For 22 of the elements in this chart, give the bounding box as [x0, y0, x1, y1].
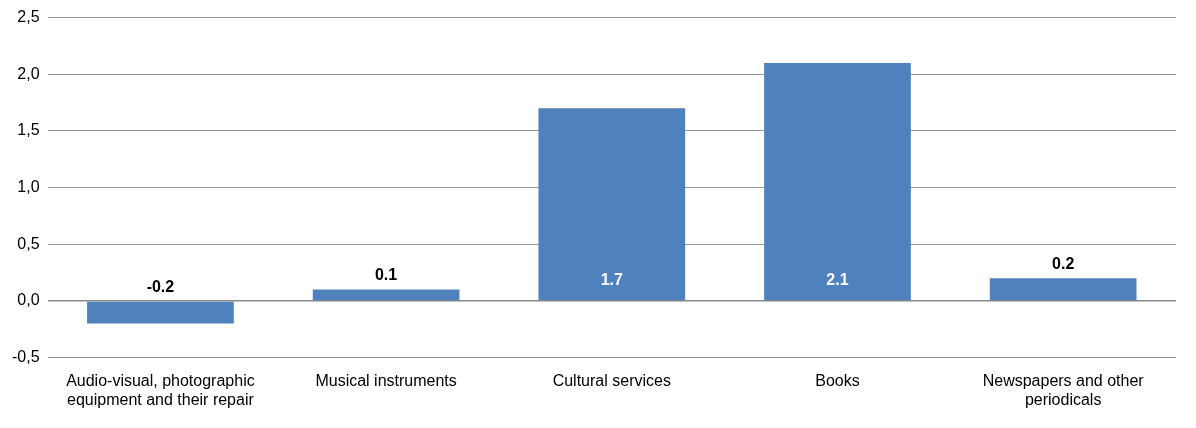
x-tick-label: Books — [815, 371, 860, 389]
y-tick-label: 2,5 — [17, 8, 40, 26]
y-tick-label: 0,5 — [17, 234, 40, 252]
y-tick-label: 0,0 — [17, 291, 40, 309]
y-tick-label: 2,0 — [17, 64, 40, 82]
bar — [312, 289, 460, 301]
x-tick-label: Musical instruments — [315, 371, 457, 389]
y-tick-label: 1,5 — [17, 121, 40, 139]
y-tick-label: 1,0 — [17, 178, 40, 196]
x-tick-label: Audio-visual, photographic equipment and their repair — [66, 371, 255, 408]
bar — [538, 108, 686, 301]
x-tick-label: Newspapers and other periodicals — [982, 371, 1145, 408]
data-label: 2.1 — [826, 270, 849, 288]
y-tick-label: -0,5 — [11, 348, 40, 366]
data-label: 1.7 — [600, 270, 623, 288]
data-label: -0.2 — [146, 278, 175, 296]
data-label: 0.1 — [374, 266, 398, 284]
bar — [764, 62, 911, 301]
data-label: 0.2 — [1052, 254, 1075, 272]
bar — [989, 278, 1137, 301]
bar — [87, 301, 234, 324]
x-tick-label: Cultural services — [552, 371, 671, 389]
